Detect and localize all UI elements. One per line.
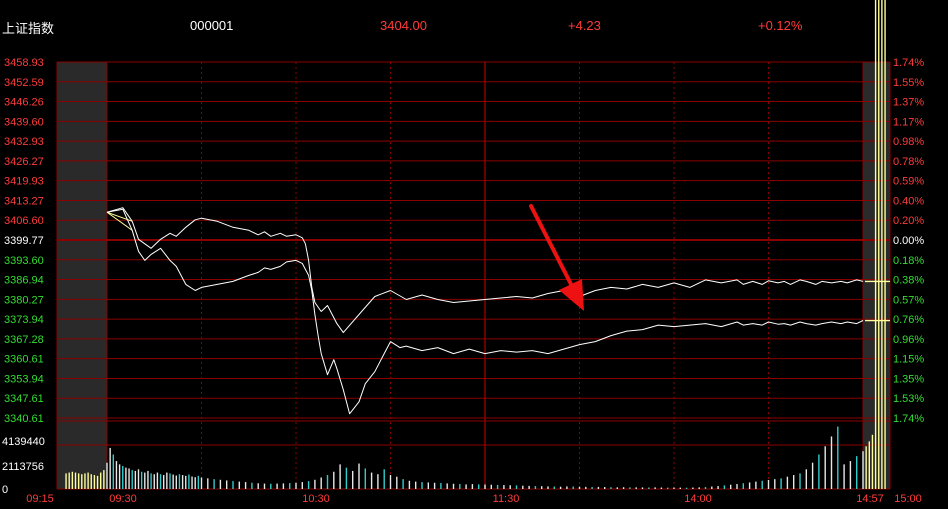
- series-line-upper: [106, 207, 864, 334]
- annotation-arrow-head: [559, 279, 584, 311]
- pct-tick-label: 1.37%: [893, 97, 924, 109]
- price-tick-label: 3386.94: [4, 275, 44, 287]
- pct-tick-label: 0.18%: [893, 255, 924, 267]
- pct-tick-label: 1.55%: [893, 77, 924, 89]
- time-tick-label: 15:00: [894, 493, 922, 505]
- index-code: 000001: [190, 18, 234, 33]
- pct-tick-label: 0.40%: [893, 195, 924, 207]
- current-price: 3404.00: [380, 18, 427, 33]
- price-tick-label: 3458.93: [4, 57, 44, 69]
- price-tick-label: 3399.77: [4, 235, 44, 247]
- price-tick-label: 3439.60: [4, 116, 44, 128]
- time-tick-label: 14:00: [684, 493, 712, 505]
- series-line-lower: [106, 208, 864, 415]
- pct-tick-label: 0.20%: [893, 215, 924, 227]
- series-start-lower: [106, 211, 133, 231]
- pct-tick-label: 0.38%: [893, 275, 924, 287]
- price-tick-label: 3373.94: [4, 314, 44, 326]
- pct-tick-label: 0.57%: [893, 294, 924, 306]
- time-tick-label: 10:30: [302, 493, 330, 505]
- volume-tick-label: 4139440: [2, 436, 45, 448]
- price-tick-label: 3353.94: [4, 373, 44, 385]
- time-tick-label: 14:57: [856, 493, 884, 505]
- volume-tick-label: 0: [2, 484, 8, 496]
- pct-tick-label: 0.59%: [893, 176, 924, 188]
- price-change-pct: +0.12%: [758, 18, 803, 33]
- volume-tick-label: 2113756: [2, 461, 44, 473]
- price-tick-label: 3340.61: [4, 413, 44, 425]
- pct-tick-label: 0.96%: [893, 334, 924, 346]
- price-change: +4.23: [568, 18, 601, 33]
- pct-tick-label: 1.74%: [893, 57, 924, 69]
- price-tick-label: 3380.27: [4, 294, 44, 306]
- price-tick-label: 3413.27: [4, 195, 44, 207]
- pct-tick-label: 0.78%: [893, 156, 924, 168]
- pct-tick-label: 0.98%: [893, 136, 924, 148]
- price-tick-label: 3360.61: [4, 354, 44, 366]
- pct-tick-label: 0.76%: [893, 314, 924, 326]
- price-tick-label: 3426.27: [4, 156, 44, 168]
- price-tick-label: 3406.60: [4, 215, 44, 227]
- price-tick-label: 3347.61: [4, 393, 44, 405]
- auction-shade-open: [57, 62, 107, 489]
- price-tick-label: 3446.26: [4, 97, 44, 109]
- pct-tick-label: 1.17%: [893, 116, 924, 128]
- time-tick-label: 09:30: [109, 493, 137, 505]
- price-tick-label: 3393.60: [4, 255, 44, 267]
- price-tick-label: 3367.28: [4, 334, 44, 346]
- auction-shade-close: [863, 62, 890, 489]
- pct-tick-label: 1.15%: [893, 354, 924, 366]
- index-name: 上证指数: [2, 21, 55, 36]
- price-tick-label: 3419.93: [4, 176, 44, 188]
- time-tick-label: 11:30: [493, 493, 520, 505]
- annotation-arrow-shaft: [529, 204, 576, 292]
- pct-tick-label: 1.74%: [893, 413, 924, 425]
- time-tick-label: 09:15: [26, 493, 54, 505]
- price-tick-label: 3432.93: [4, 136, 44, 148]
- pct-tick-label: 1.53%: [893, 393, 924, 405]
- pct-tick-label: 0.00%: [893, 235, 924, 247]
- price-tick-label: 3452.59: [4, 77, 44, 89]
- pct-tick-label: 1.35%: [893, 373, 924, 385]
